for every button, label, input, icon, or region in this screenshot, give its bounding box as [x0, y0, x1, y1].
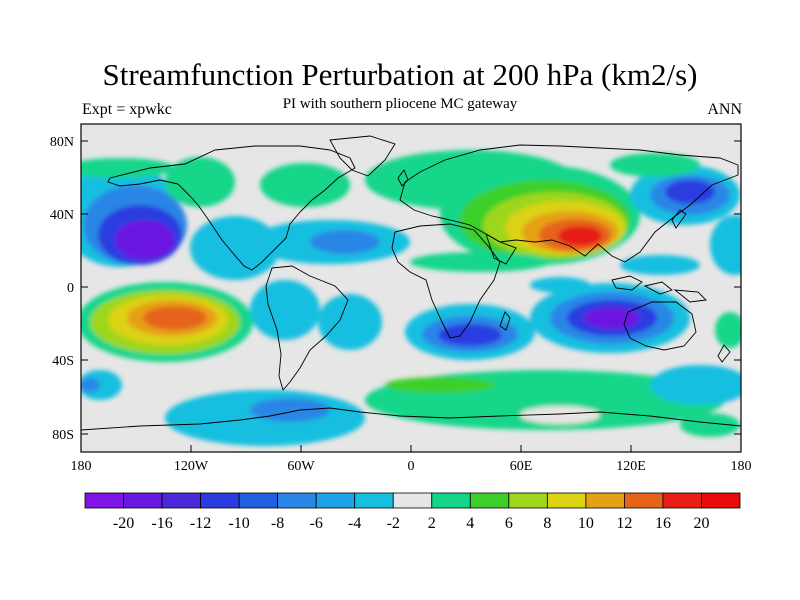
experiment-label: Expt = xpwkc: [82, 101, 172, 118]
colorbar-label: 8: [543, 515, 551, 532]
colorbar-label: 6: [505, 515, 513, 532]
colorbar-swatch: [701, 492, 741, 509]
lon-label-180e: 180: [731, 459, 752, 474]
colorbar-label: -6: [310, 515, 323, 532]
colorbar-label: -8: [271, 515, 284, 532]
colorbar-swatch: [315, 492, 356, 509]
colorbar: [84, 492, 741, 509]
lon-label-120w: 120W: [174, 459, 209, 474]
colorbar-label: 10: [578, 515, 594, 532]
colorbar-label: -4: [348, 515, 361, 532]
plot-title: Streamfunction Perturbation at 200 hPa (…: [102, 57, 698, 92]
colorbar-swatch: [546, 492, 587, 509]
colorbar-swatch: [469, 492, 510, 509]
colorbar-label: 20: [693, 515, 709, 532]
colorbar-label: -2: [387, 515, 400, 532]
colorbar-swatch: [200, 492, 240, 509]
colorbar-swatch: [277, 492, 317, 509]
colorbar-label: -10: [228, 515, 249, 532]
colorbar-swatch: [662, 492, 702, 509]
colorbar-swatch: [84, 492, 124, 509]
colorbar-swatch: [585, 492, 625, 509]
longitude-labels: 180 120W 60W 0 60E 120E 180: [71, 459, 752, 474]
colorbar-label: -12: [190, 515, 211, 532]
colorbar-swatch: [123, 492, 163, 509]
axis-ticks: [81, 140, 741, 452]
coastlines: [81, 135, 741, 431]
lat-label-80s: 80S: [52, 428, 74, 443]
colorbar-label: 2: [428, 515, 436, 532]
colorbar-label: 16: [655, 515, 671, 532]
latitude-labels: 80N 40N 0 40S 80S: [50, 135, 74, 443]
lat-label-80n: 80N: [50, 135, 74, 150]
colorbar-label: -16: [151, 515, 172, 532]
colorbar-swatch: [354, 492, 394, 509]
colorbar-swatch: [431, 492, 471, 509]
colorbar-swatch: [624, 492, 664, 509]
lat-label-40s: 40S: [52, 354, 74, 369]
lon-label-120e: 120E: [616, 459, 646, 474]
colorbar-label: -20: [113, 515, 134, 532]
colorbar-label: 4: [466, 515, 474, 532]
colorbar-label: 12: [616, 515, 632, 532]
lon-label-60w: 60W: [287, 459, 315, 474]
lon-label-180w: 180: [71, 459, 92, 474]
colorbar-swatch: [238, 492, 279, 509]
lat-label-40n: 40N: [50, 208, 74, 223]
colorbar-swatch: [392, 492, 433, 509]
lat-label-0: 0: [67, 281, 74, 296]
contour-field: [81, 124, 741, 452]
lon-label-0: 0: [408, 459, 415, 474]
season-label: ANN: [707, 101, 742, 118]
colorbar-labels: -20 -16 -12 -10 -8 -6 -4 -2 2 4 6 8 10 12 16 20: [113, 515, 710, 532]
plot-subtitle: PI with southern pliocene MC gateway: [282, 96, 518, 112]
colorbar-swatch: [161, 492, 201, 509]
lon-label-60e: 60E: [510, 459, 533, 474]
colorbar-swatch: [508, 492, 548, 509]
